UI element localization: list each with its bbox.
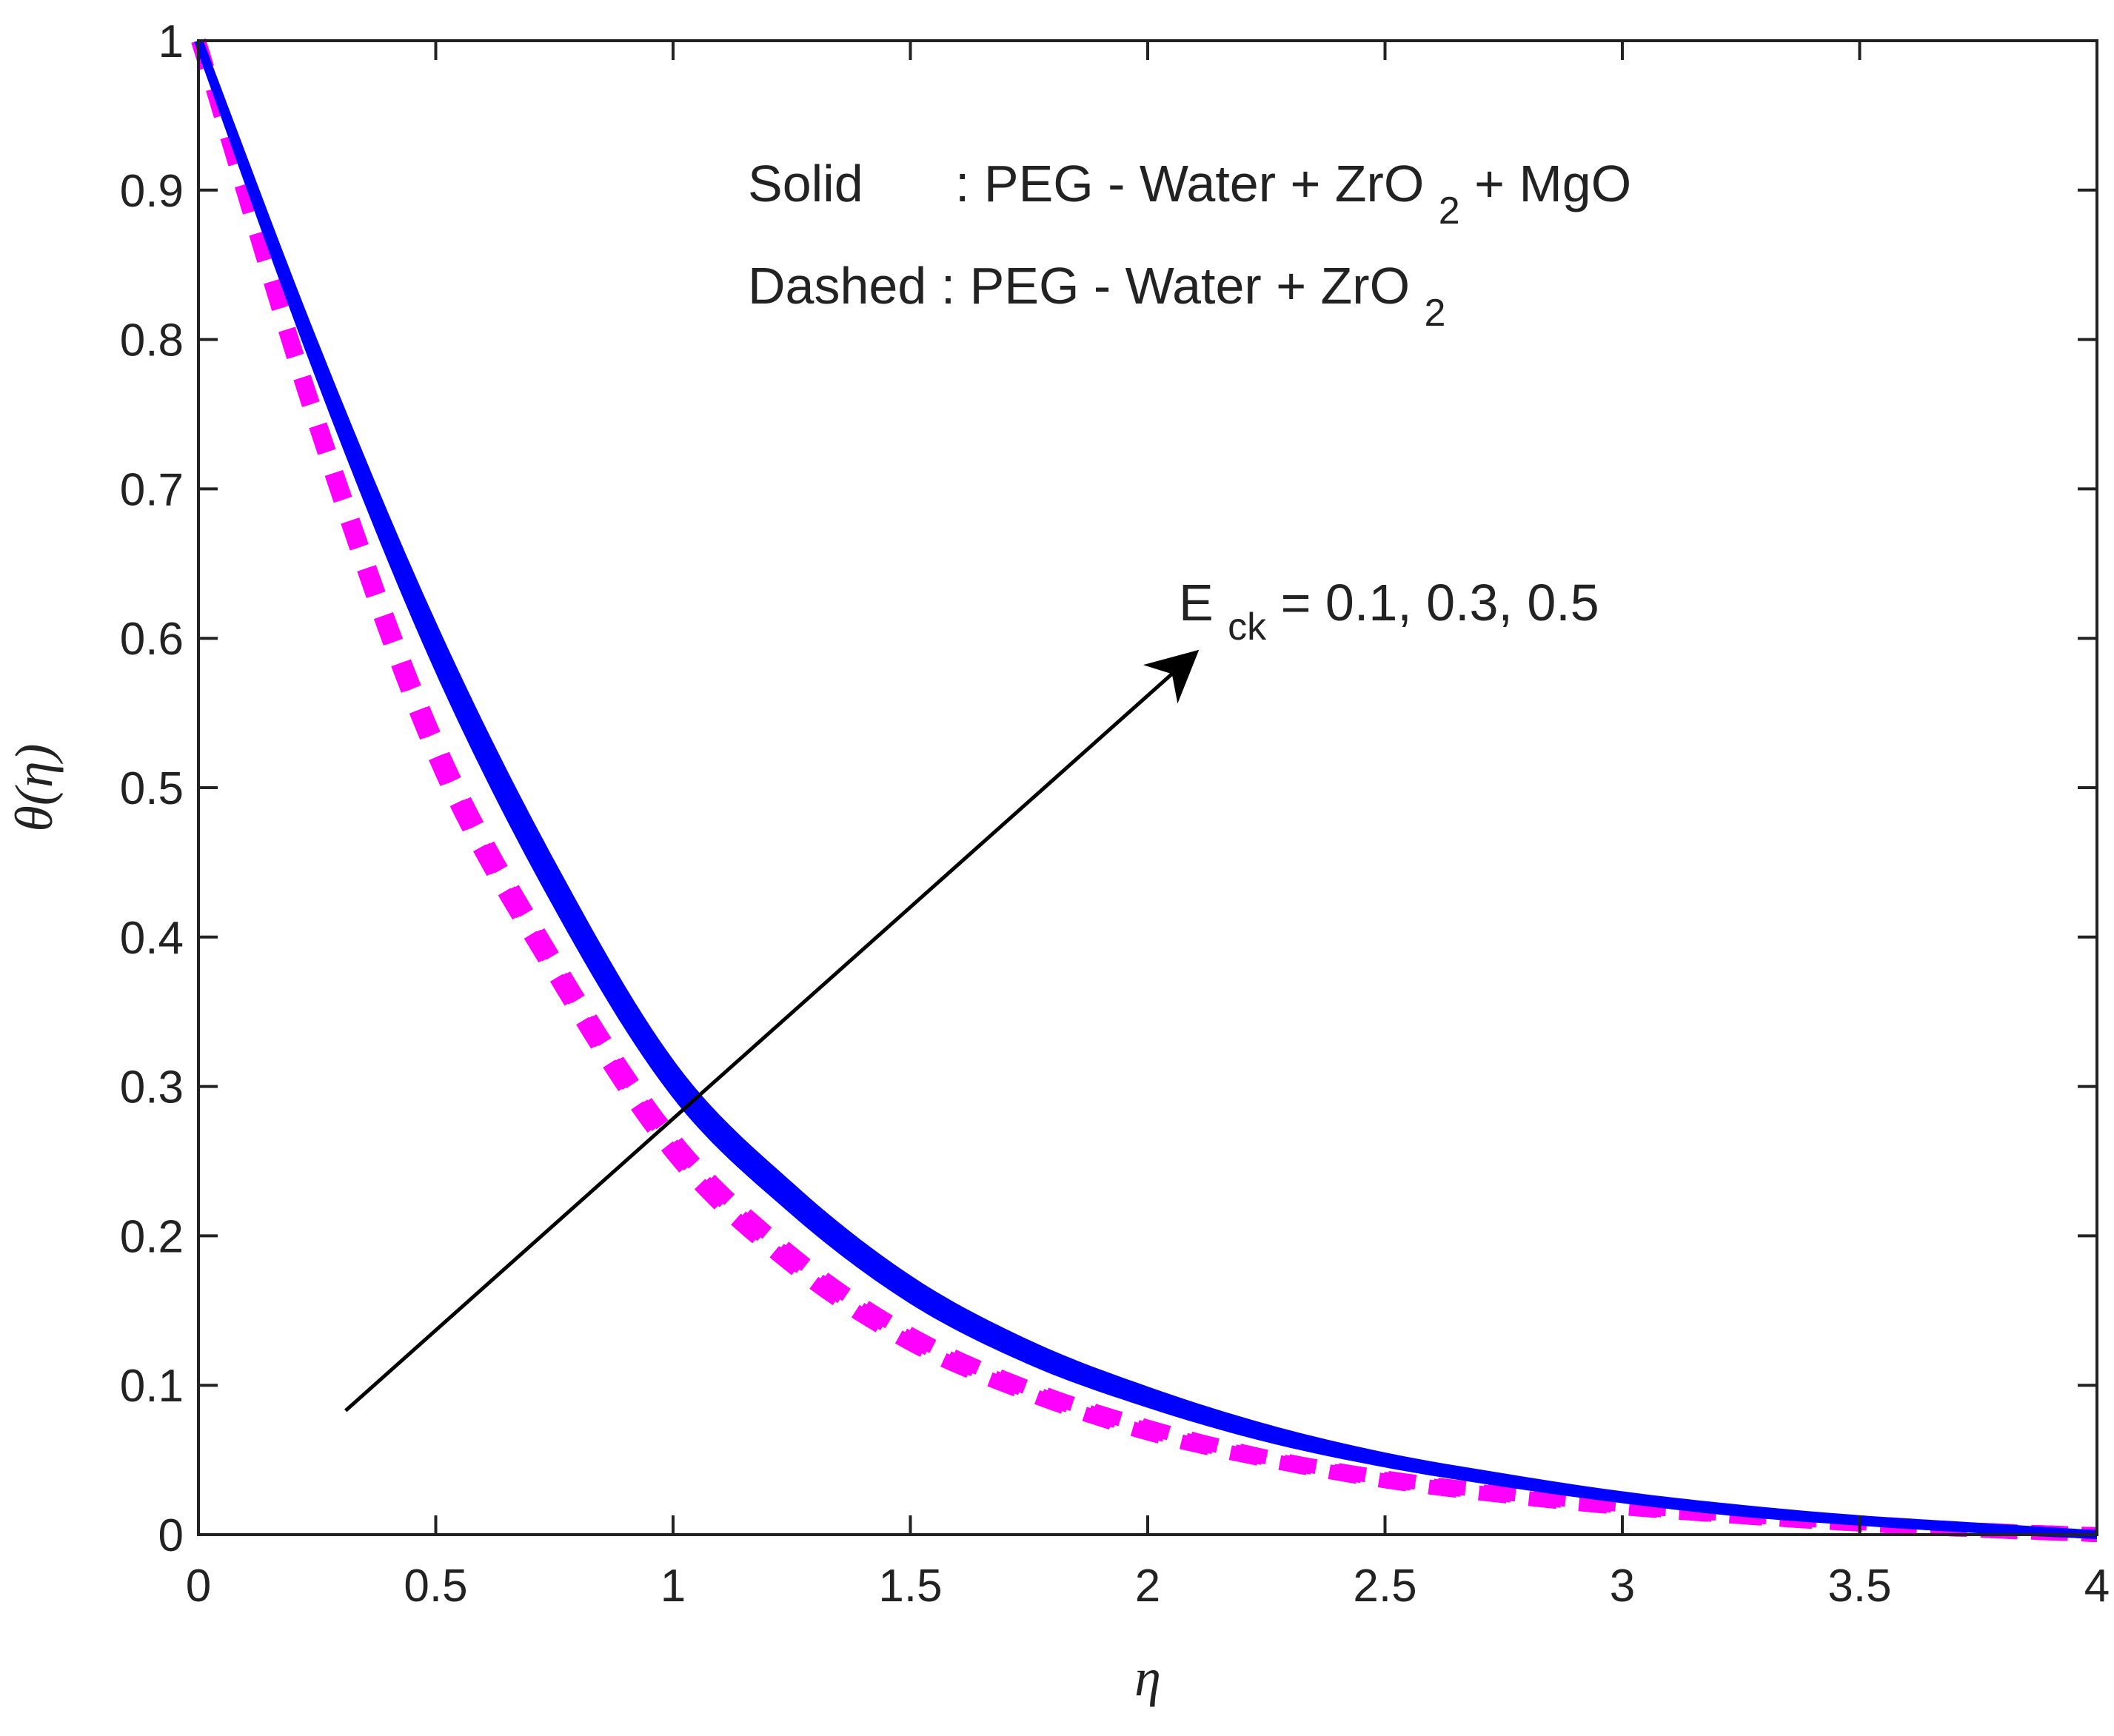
y-axis-label: θ(η) (4, 743, 64, 831)
x-tick-label: 0 (186, 1561, 211, 1612)
x-tick-label: 2.5 (1353, 1561, 1416, 1612)
y-tick-label: 0.7 (120, 464, 184, 515)
legend-dashed-text: Dashed : PEG - Water + ZrO 2 (748, 257, 1445, 335)
annotation-base: E (1179, 574, 1214, 631)
x-tick-label: 0.5 (404, 1561, 467, 1612)
legend-solid-subscript: 2 (1439, 190, 1460, 232)
y-tick-label: 0.3 (120, 1062, 184, 1113)
y-tick-label: 1 (158, 16, 184, 67)
annotation-subscript: ck (1228, 606, 1267, 649)
annotation-values: = 0.1, 0.3, 0.5 (1281, 574, 1599, 631)
legend-dashed-desc: Dashed : PEG - Water + ZrO (748, 257, 1410, 315)
y-tick-label: 0.1 (120, 1361, 184, 1412)
parameter-annotation: E ck = 0.1, 0.3, 0.5 (1179, 574, 1599, 651)
series-line-dashed-0_5 (191, 38, 2098, 1542)
legend-solid-text: Solid : PEG - Water + ZrO 2 + MgO (748, 155, 1631, 235)
legend-solid-desc: : PEG - Water + ZrO (955, 155, 1424, 212)
y-tick-label: 0 (158, 1510, 184, 1561)
x-tick-label: 1 (660, 1561, 686, 1612)
y-tick-label: 0.9 (120, 166, 184, 217)
series-line-solid-0_5 (194, 38, 2098, 1539)
y-tick-label: 0.6 (120, 614, 184, 665)
x-axis-label: η (1134, 1648, 1161, 1707)
series-layer (191, 38, 2098, 1542)
ticks-layer (197, 39, 2098, 1536)
legend-solid-suffix: + MgO (1474, 155, 1631, 212)
y-tick-label: 0.8 (120, 315, 184, 366)
legend-solid-prefix: Solid (748, 155, 863, 212)
labels-layer: 0 0.5 1 1.5 2 2.5 3 3.5 4 0 0.1 0.2 0.3 0.4 0.5 0.6 0.7 0… (4, 16, 2110, 1707)
parameter-arrow (344, 649, 1200, 1412)
y-tick-label: 0.5 (120, 763, 184, 814)
y-tick-label: 0.2 (120, 1211, 184, 1262)
x-tick-label: 2 (1135, 1561, 1160, 1612)
y-tick-label: 0.4 (120, 913, 184, 964)
legend-dashed-subscript: 2 (1425, 292, 1446, 335)
x-tick-label: 4 (2084, 1561, 2110, 1612)
x-tick-label: 3.5 (1827, 1561, 1891, 1612)
x-tick-label: 3 (1610, 1561, 1635, 1612)
x-tick-label: 1.5 (878, 1561, 942, 1612)
